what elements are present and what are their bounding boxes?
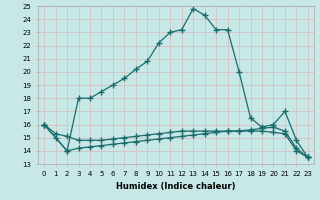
X-axis label: Humidex (Indice chaleur): Humidex (Indice chaleur) <box>116 183 236 192</box>
